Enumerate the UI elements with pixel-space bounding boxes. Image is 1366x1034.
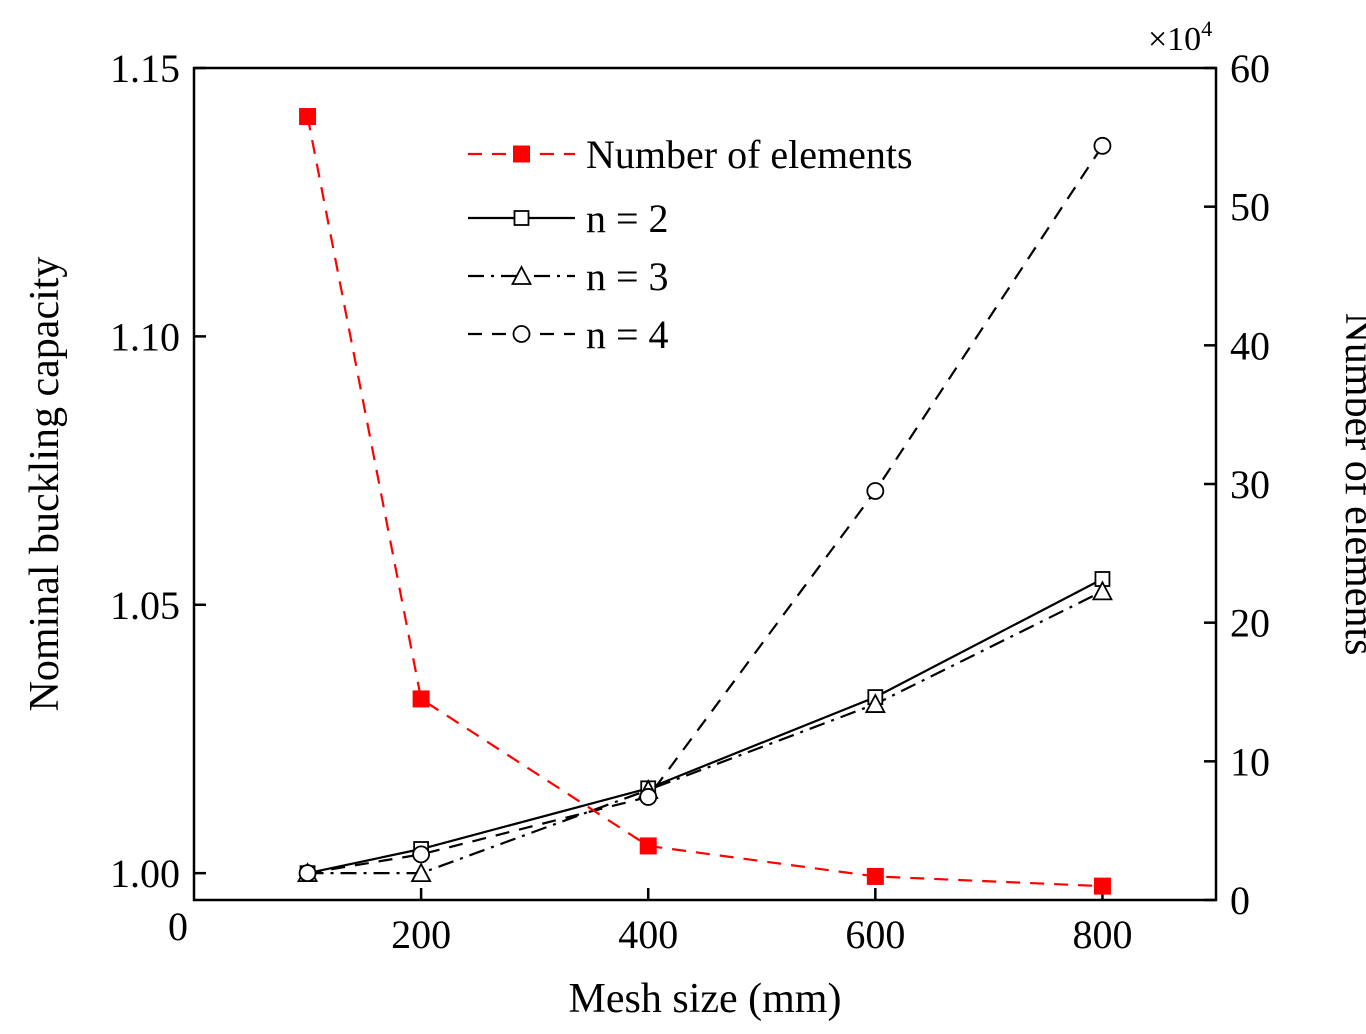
data-point-series-3	[1093, 136, 1112, 155]
x-tick-label: 400	[618, 912, 678, 957]
legend-marker-2	[511, 265, 532, 285]
series-line-3	[307, 145, 1104, 875]
y-left-axis-title: Nominal buckling capacity	[22, 257, 68, 712]
y-left-tick-label: 1.10	[110, 314, 180, 359]
data-point-series-0	[639, 837, 657, 855]
series-line-2	[307, 590, 1103, 875]
tick-labels: 200 400 600 800 0 1.00 1.05 1.10 1.15 0 10 20 30 40 50…	[110, 46, 1270, 957]
series-line-0	[306, 116, 1103, 888]
legend-label-3: n = 4	[586, 312, 669, 357]
y-left-tick-label: 1.05	[110, 583, 180, 628]
y-right-tick-label: 0	[1230, 878, 1250, 923]
y-right-tick-label: 20	[1230, 601, 1270, 646]
data-point-series-3	[866, 482, 885, 500]
data-point-series-3	[639, 788, 658, 806]
data-point-series-0	[299, 108, 317, 126]
legend-marker-3	[512, 325, 531, 343]
data-point-series-0	[1093, 877, 1111, 895]
x-tick-label: 200	[391, 912, 451, 957]
legend: Number of elements n = 2 n = 3 n = 4	[468, 132, 913, 357]
plot-frame	[192, 66, 1218, 902]
series-line-1	[307, 578, 1103, 875]
y-left-tick-label: 1.00	[110, 851, 180, 896]
legend-marker-0	[513, 145, 530, 163]
data-point-series-2	[864, 693, 886, 713]
right-axis-multiplier: ×104	[1148, 16, 1212, 58]
data-point-series-0	[866, 867, 884, 885]
y-left-tick-label: 1.15	[110, 46, 180, 91]
y-right-tick-label: 50	[1230, 185, 1270, 230]
legend-label-2: n = 3	[586, 254, 669, 299]
data-point-series-2	[1091, 580, 1113, 601]
data-point-series-3	[412, 845, 431, 864]
y-right-axis-title: Number of elements	[1336, 313, 1366, 656]
x-axis-title: Mesh size (mm)	[569, 976, 842, 1022]
y-right-tick-label: 30	[1230, 462, 1270, 507]
tick-marks	[194, 66, 1216, 902]
x-tick-label: 600	[845, 912, 905, 957]
data-point-series-2	[410, 862, 432, 883]
right-axis-exponent: 4	[1201, 16, 1212, 41]
series-markers	[297, 108, 1113, 895]
y-right-tick-label: 10	[1230, 739, 1270, 784]
data-point-series-0	[412, 690, 430, 708]
legend-label-1: n = 2	[586, 196, 669, 241]
y-right-tick-label: 40	[1230, 323, 1270, 368]
x-tick-label: 800	[1072, 912, 1132, 957]
x-zero-label: 0	[168, 904, 188, 949]
legend-marker-1	[513, 210, 530, 226]
legend-label-0: Number of elements	[586, 132, 913, 177]
y-right-tick-label: 60	[1230, 46, 1270, 91]
series-lines	[306, 116, 1104, 888]
data-point-series-3	[298, 864, 317, 883]
